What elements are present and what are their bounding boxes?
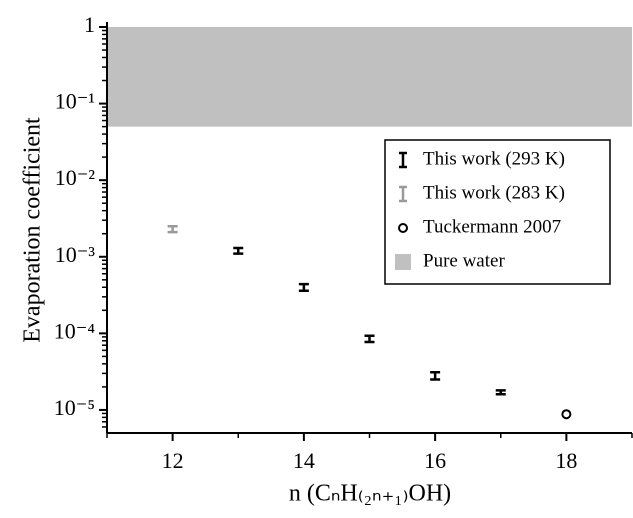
error-bar: [167, 225, 178, 234]
y-tick-label: 10⁻³: [55, 242, 96, 267]
y-tick-label: 1: [84, 12, 95, 37]
legend-marker: [399, 151, 407, 169]
x-tick-label: 12: [162, 448, 184, 473]
legend-label: Pure water: [423, 250, 505, 271]
legend-label: Tuckermann 2007: [423, 216, 561, 237]
legend-marker: [398, 223, 408, 233]
x-tick-label: 16: [424, 448, 446, 473]
y-tick-label: 10⁻²: [55, 165, 96, 190]
point: [561, 409, 572, 420]
legend-marker: [395, 254, 411, 270]
legend-label: This work (293 K): [423, 148, 565, 169]
y-axis-title: Evaporation coefficient: [20, 117, 46, 343]
error-bar: [233, 246, 244, 255]
x-tick-label: 18: [555, 448, 577, 473]
y-tick-label: 10⁻¹: [55, 89, 95, 114]
y-tick-label: 10⁻⁴: [54, 318, 96, 343]
error-bar: [430, 371, 441, 381]
error-bar: [495, 389, 506, 396]
band: [107, 27, 632, 127]
legend-marker: [399, 185, 407, 203]
x-axis-title: n (CₙH₍₂ₙ₊₁₎OH): [289, 481, 451, 507]
x-tick-label: 14: [293, 448, 315, 473]
y-tick-label: 10⁻⁵: [54, 395, 95, 420]
legend-box: [384, 139, 611, 285]
error-bar: [364, 334, 375, 344]
error-bar: [298, 282, 309, 292]
legend-label: This work (283 K): [423, 182, 565, 203]
